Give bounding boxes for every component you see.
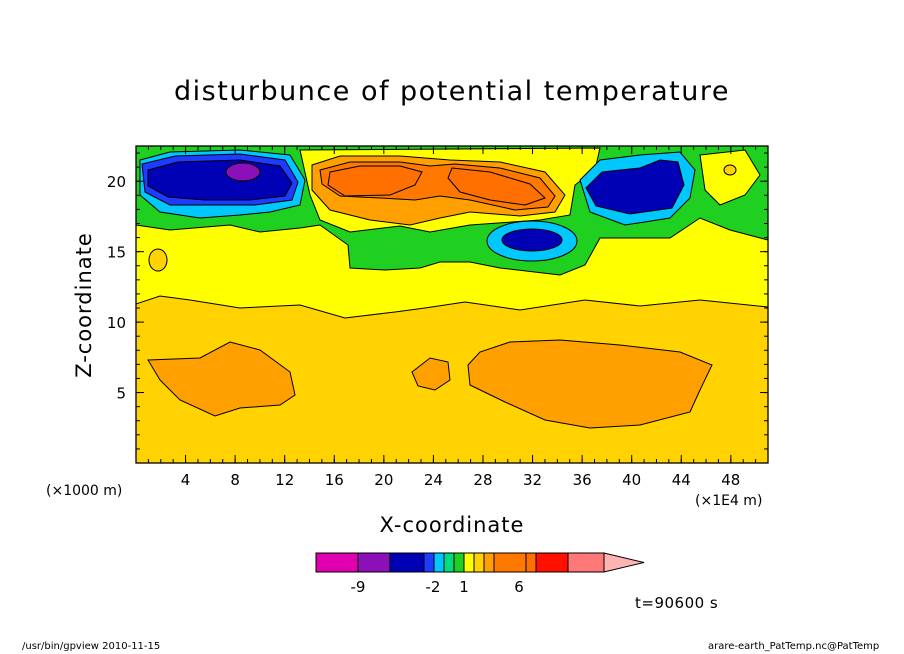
colorbar-segment [525, 552, 537, 573]
y-axis-label: Z-coordinate [72, 232, 96, 378]
orange-inner-b [447, 167, 546, 206]
y-tick-label: 5 [116, 385, 126, 403]
colorbar-segment [423, 552, 435, 573]
x-tick-label: 24 [424, 471, 443, 489]
x-tick-label: 32 [523, 471, 542, 489]
colorbar-segment [473, 552, 485, 573]
colorbar-segment [453, 552, 465, 573]
x-axis-label: X-coordinate [379, 513, 525, 537]
footer-source-file: arare-earth_PatTemp.nc@PatTemp [708, 641, 880, 652]
y-tick-label: 15 [107, 244, 126, 262]
time-label: t=90600 s [635, 594, 719, 612]
navy-cell-mid [501, 228, 563, 252]
colorbar-segment [493, 552, 527, 573]
purple-core-left [225, 162, 261, 182]
x-tick-label: 28 [473, 471, 492, 489]
orange-inner-a [327, 165, 423, 197]
x-scale-factor-left: (×1000 m) [46, 483, 123, 499]
colorbar-segment [535, 552, 569, 573]
y-ticks: 5 10 15 20 [107, 152, 768, 450]
colorbar-segment [357, 552, 391, 573]
chart-title: disturbunce of potential temperature [174, 76, 730, 107]
colorbar-segment [567, 552, 605, 573]
x-tick-label: 16 [325, 471, 344, 489]
x-ticks: 4 8 12 16 20 24 28 32 36 40 44 48 [147, 146, 757, 489]
yellow-patch-right [699, 149, 761, 206]
colorbar-segment [443, 552, 455, 573]
spot-right [723, 164, 737, 176]
colorbar-segment [463, 552, 475, 573]
colorbar-label: 6 [514, 578, 524, 596]
x-tick-label: 4 [181, 471, 191, 489]
x-tick-label: 12 [275, 471, 294, 489]
x-tick-label: 44 [672, 471, 691, 489]
navy-cell-right [585, 159, 685, 215]
navy-cell-left [147, 159, 293, 201]
x-tick-label: 48 [721, 471, 740, 489]
colorbar: -9 -2 1 6 [315, 552, 645, 596]
colorbar-segment [389, 552, 425, 573]
x-tick-label: 40 [622, 471, 641, 489]
colorbar-arrow [603, 552, 645, 573]
colorbar-label: -9 [351, 578, 366, 596]
x-tick-label: 36 [573, 471, 592, 489]
colorbar-segment [315, 552, 359, 573]
spot-left [148, 248, 168, 272]
x-tick-label: 20 [374, 471, 393, 489]
lower-cell-right [467, 339, 713, 429]
x-scale-factor-right: (×1E4 m) [695, 493, 763, 509]
y-tick-label: 20 [107, 173, 126, 191]
plot-frame [135, 145, 769, 464]
colorbar-segment [433, 552, 445, 573]
y-tick-label: 10 [107, 314, 126, 332]
footer-program-date: /usr/bin/gpview 2010-11-15 [22, 641, 161, 652]
lower-cell-left [147, 341, 296, 417]
colorbar-segment [483, 552, 495, 573]
colorbar-label: -2 [426, 578, 441, 596]
x-tick-label: 8 [230, 471, 240, 489]
lower-cell-small [411, 357, 451, 391]
colorbar-label: 1 [459, 578, 469, 596]
